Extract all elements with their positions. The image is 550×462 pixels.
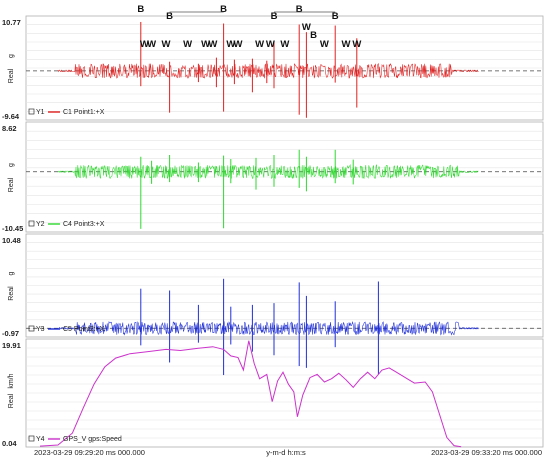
b-marker-label: B bbox=[220, 4, 227, 15]
legend-channel-label: Y3 bbox=[36, 326, 45, 333]
b-marker-label: B bbox=[166, 11, 173, 22]
signal-layer bbox=[39, 21, 479, 448]
y-unit-label: g bbox=[8, 163, 15, 167]
w-marker-label: W bbox=[140, 39, 149, 50]
legend-checkbox bbox=[28, 325, 35, 332]
y-min-label: -10.45 bbox=[2, 224, 23, 233]
b-marker-label: B bbox=[332, 11, 339, 22]
y-unit-label: km/h bbox=[8, 373, 15, 388]
w-marker-label: W bbox=[208, 39, 217, 50]
y-unit-label: g bbox=[8, 54, 15, 58]
y-min-label: -9.64 bbox=[2, 112, 20, 121]
legend-series-label: C5 Point2:+X bbox=[63, 326, 105, 333]
y-kind-label: Real bbox=[8, 393, 15, 408]
signal-trace bbox=[57, 321, 479, 336]
w-marker-label: W bbox=[342, 39, 351, 50]
y-min-label: -0.97 bbox=[2, 329, 19, 338]
legend-series-label: C4 Point3:+X bbox=[63, 221, 105, 228]
legend-series-label: C1 Point1:+X bbox=[63, 109, 105, 116]
legend-channel-label: Y1 bbox=[36, 109, 45, 116]
y-min-label: 0.04 bbox=[2, 439, 17, 448]
w-marker-label: W bbox=[183, 39, 192, 50]
y-max-label: 10.48 bbox=[2, 236, 21, 245]
y-max-label: 8.62 bbox=[2, 124, 17, 133]
legend-series-label: GPS_V gps:Speed bbox=[63, 436, 122, 443]
legend-checkbox bbox=[28, 108, 35, 115]
b-marker-label: B bbox=[271, 11, 278, 22]
signal-trace bbox=[57, 164, 479, 180]
x-axis-end-label: 2023-03-29 09:33:20 ms 000.000 bbox=[431, 448, 542, 457]
w-marker-label: W bbox=[320, 39, 329, 50]
y-kind-label: Real bbox=[8, 286, 15, 301]
w-marker-label: W bbox=[147, 39, 156, 50]
y-max-label: 19.91 bbox=[2, 341, 21, 350]
b-marker-label: B bbox=[137, 4, 144, 15]
w-marker-label: W bbox=[302, 22, 311, 33]
w-marker-label: W bbox=[162, 39, 171, 50]
legend-checkbox bbox=[28, 220, 35, 227]
legend-channel-label: Y2 bbox=[36, 221, 45, 228]
w-marker-label: W bbox=[280, 39, 289, 50]
b-marker-label: B bbox=[296, 4, 303, 15]
signal-trace bbox=[57, 62, 479, 79]
w-marker-label: W bbox=[266, 39, 275, 50]
w-marker-label: W bbox=[201, 39, 210, 50]
legend-checkbox bbox=[28, 435, 35, 442]
y-kind-label: Real bbox=[8, 177, 15, 192]
y-kind-label: Real bbox=[8, 68, 15, 83]
speed-series-line bbox=[39, 340, 462, 448]
b-marker-label: B bbox=[310, 30, 317, 41]
legend-channel-label: Y4 bbox=[36, 436, 45, 443]
w-marker-label: W bbox=[226, 39, 235, 50]
y-max-label: 10.77 bbox=[2, 18, 21, 27]
w-marker-label: W bbox=[255, 39, 264, 50]
y-unit-label: g bbox=[8, 271, 15, 275]
w-marker-label: W bbox=[234, 39, 243, 50]
x-axis-start-label: 2023-03-29 09:29:20 ms 000.000 bbox=[34, 448, 145, 457]
x-axis-unit-label: y-m-d h:m:s bbox=[266, 448, 306, 457]
w-marker-label: W bbox=[352, 39, 361, 50]
